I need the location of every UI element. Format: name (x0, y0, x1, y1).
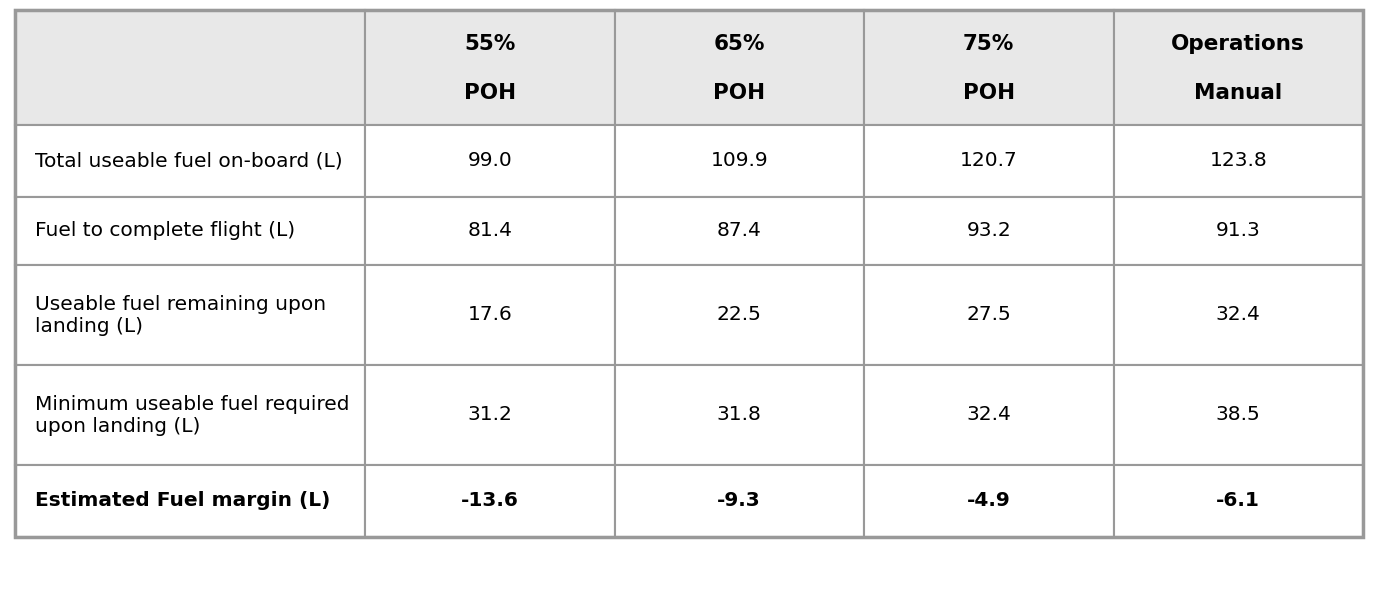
Bar (15, 125, 365, 197)
Bar (615, 265, 864, 365)
Text: 75%: 75% (963, 34, 1014, 55)
Text: 32.4: 32.4 (1215, 305, 1261, 325)
Text: 91.3: 91.3 (1215, 221, 1261, 241)
Text: -6.1: -6.1 (1217, 491, 1261, 511)
Bar (864, 465, 1113, 537)
Text: -13.6: -13.6 (460, 491, 518, 511)
Bar (365, 197, 615, 265)
Text: 27.5: 27.5 (966, 305, 1011, 325)
Text: 123.8: 123.8 (1210, 151, 1268, 170)
Bar (15, 465, 365, 537)
Text: POH: POH (714, 83, 765, 103)
Bar (15, 265, 365, 365)
Text: -4.9: -4.9 (967, 491, 1010, 511)
Bar (365, 125, 615, 197)
Bar (1113, 10, 1363, 125)
Text: 87.4: 87.4 (717, 221, 762, 241)
Bar (864, 365, 1113, 465)
Bar (615, 197, 864, 265)
Text: 81.4: 81.4 (467, 221, 513, 241)
Bar (365, 365, 615, 465)
Text: 120.7: 120.7 (960, 151, 1017, 170)
Text: POH: POH (963, 83, 1014, 103)
Text: Manual: Manual (1195, 83, 1283, 103)
Text: 17.6: 17.6 (467, 305, 513, 325)
Text: landing (L): landing (L) (34, 317, 143, 335)
Bar (615, 10, 864, 125)
Text: 38.5: 38.5 (1215, 406, 1261, 425)
Text: POH: POH (463, 83, 515, 103)
Text: 31.2: 31.2 (467, 406, 513, 425)
Bar (1113, 197, 1363, 265)
Bar (1113, 125, 1363, 197)
Text: 65%: 65% (714, 34, 765, 55)
Text: Fuel to complete flight (L): Fuel to complete flight (L) (34, 221, 295, 241)
Text: 109.9: 109.9 (711, 151, 768, 170)
Text: Operations: Operations (1171, 34, 1305, 55)
Text: 31.8: 31.8 (717, 406, 762, 425)
Bar (615, 365, 864, 465)
Bar (365, 265, 615, 365)
Bar (864, 265, 1113, 365)
Text: upon landing (L): upon landing (L) (34, 416, 200, 436)
Text: Minimum useable fuel required: Minimum useable fuel required (34, 395, 350, 413)
Bar (864, 197, 1113, 265)
Bar (864, 10, 1113, 125)
Bar (864, 125, 1113, 197)
Bar (1113, 465, 1363, 537)
Bar (15, 10, 1363, 537)
Bar (15, 365, 365, 465)
Text: 22.5: 22.5 (717, 305, 762, 325)
Text: Useable fuel remaining upon: Useable fuel remaining upon (34, 295, 327, 313)
Bar (615, 465, 864, 537)
Bar (615, 125, 864, 197)
Text: 55%: 55% (464, 34, 515, 55)
Text: 99.0: 99.0 (467, 151, 513, 170)
Text: 93.2: 93.2 (966, 221, 1011, 241)
Bar (365, 10, 615, 125)
Text: Total useable fuel on-board (L): Total useable fuel on-board (L) (34, 151, 343, 170)
Bar (365, 465, 615, 537)
Text: Estimated Fuel margin (L): Estimated Fuel margin (L) (34, 491, 331, 511)
Text: -9.3: -9.3 (718, 491, 761, 511)
Bar (1113, 365, 1363, 465)
Text: 32.4: 32.4 (966, 406, 1011, 425)
Bar (1113, 265, 1363, 365)
Bar (15, 10, 365, 125)
Bar (15, 197, 365, 265)
